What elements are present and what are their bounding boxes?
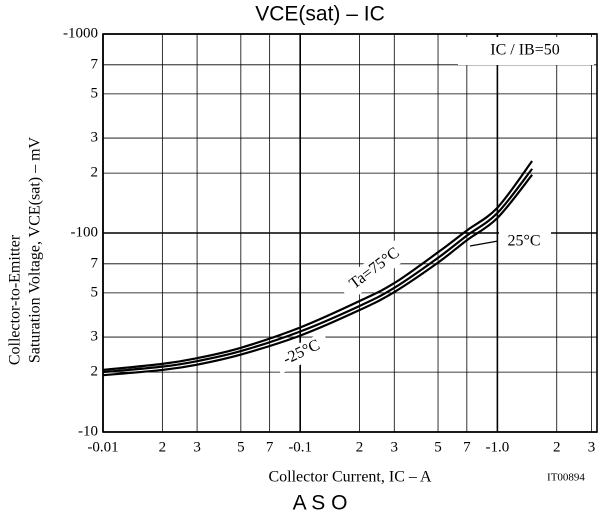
y-tick-label: 2 xyxy=(91,165,99,181)
chart-title: VCE(sat) – IC xyxy=(255,3,385,26)
y-tick-label: -100 xyxy=(71,224,99,240)
x-tick-label: -0.01 xyxy=(87,439,118,455)
y-tick-label: 2 xyxy=(91,364,99,380)
y-tick-label: 7 xyxy=(91,56,99,72)
x-tick-label: 3 xyxy=(391,439,399,455)
annotation: IT00894 xyxy=(547,472,585,484)
y-axis-label: Saturation Voltage, VCE(sat) – mV xyxy=(27,136,44,363)
x-tick-label: -0.1 xyxy=(288,439,312,455)
x-tick-label: 3 xyxy=(193,439,201,455)
y-axis-label: Collector-to-Emitter xyxy=(7,234,24,365)
annotation-box xyxy=(499,232,551,252)
x-tick-label: 5 xyxy=(237,439,245,455)
annotation: A S O xyxy=(293,492,348,515)
annotation-box xyxy=(272,332,332,374)
y-tick-label: -1000 xyxy=(63,25,98,41)
x-tick-label: -1.0 xyxy=(486,439,510,455)
annotation-box xyxy=(337,236,413,302)
x-tick-label: 2 xyxy=(553,439,561,455)
y-tick-label: 5 xyxy=(91,85,99,101)
y-tick-label: 3 xyxy=(91,328,99,344)
y-tick-label: 7 xyxy=(91,255,99,271)
annotation: 25°C xyxy=(507,233,540,250)
x-tick-label: 7 xyxy=(266,439,274,455)
x-tick-label: 3 xyxy=(588,439,596,455)
y-tick-label: -10 xyxy=(78,423,98,439)
annotation-box xyxy=(458,37,594,65)
data-line xyxy=(102,174,533,377)
x-tick-label: 5 xyxy=(434,439,442,455)
plot-frame xyxy=(102,33,598,433)
x-tick-label: 2 xyxy=(356,439,364,455)
data-line xyxy=(102,160,533,372)
data-line xyxy=(102,168,533,374)
annotation: IC / IB=50 xyxy=(490,42,559,59)
y-tick-label: 5 xyxy=(91,284,99,300)
x-tick-label: 2 xyxy=(159,439,167,455)
y-tick-label: 3 xyxy=(91,129,99,145)
x-tick-label: 7 xyxy=(463,439,471,455)
leader-line xyxy=(469,240,499,247)
x-axis-label: Collector Current, IC – A xyxy=(268,469,432,486)
